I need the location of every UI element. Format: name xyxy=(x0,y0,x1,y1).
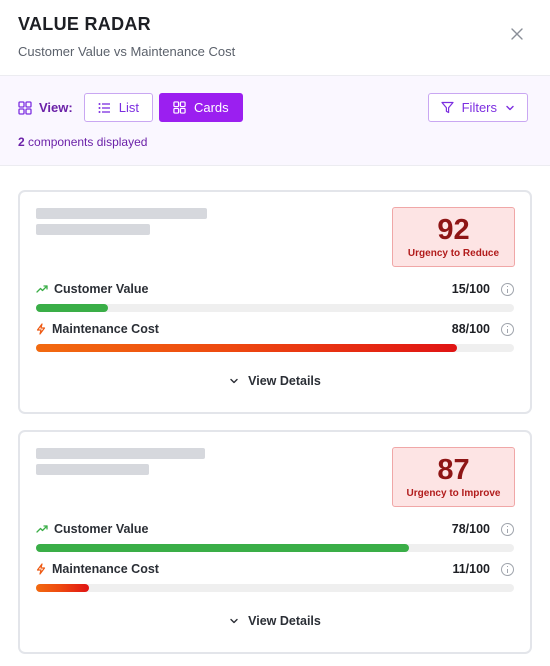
maintenance-cost-bar xyxy=(36,344,514,352)
cards-grid-icon xyxy=(173,101,186,114)
filters-label: Filters xyxy=(461,100,497,115)
view-toolbar: View: List Cards xyxy=(0,76,550,166)
components-count: 2 components displayed xyxy=(18,135,532,149)
urgency-badge: 92 Urgency to Reduce xyxy=(392,207,515,267)
component-name-placeholder xyxy=(36,448,205,459)
chevron-down-icon xyxy=(230,378,238,384)
urgency-label: Urgency to Reduce xyxy=(407,248,500,259)
component-name-placeholder xyxy=(36,208,207,219)
customer-value-fill xyxy=(36,304,108,312)
grid-icon xyxy=(18,100,32,115)
maintenance-cost-label: Maintenance Cost xyxy=(52,562,159,576)
customer-value-metric: Customer Value 78/100 xyxy=(36,521,514,552)
customer-value-label: Customer Value xyxy=(54,282,149,296)
info-icon[interactable] xyxy=(501,562,514,576)
view-details-button[interactable]: View Details xyxy=(20,614,530,628)
panel-header: VALUE RADAR Customer Value vs Maintenanc… xyxy=(0,0,550,76)
panel-subtitle: Customer Value vs Maintenance Cost xyxy=(18,44,236,59)
filter-icon xyxy=(441,101,454,114)
close-button[interactable] xyxy=(510,27,524,41)
trending-up-icon xyxy=(36,285,48,293)
chevron-down-icon xyxy=(230,618,238,624)
cards-view-label: Cards xyxy=(193,100,229,115)
urgency-score: 92 xyxy=(437,214,470,246)
trending-up-icon xyxy=(36,525,48,533)
list-icon xyxy=(98,102,110,113)
urgency-label: Urgency to Improve xyxy=(406,488,501,499)
view-label: View: xyxy=(39,100,73,115)
list-view-button[interactable]: List xyxy=(83,93,153,122)
lightning-icon xyxy=(36,323,46,335)
maintenance-cost-fill xyxy=(36,344,457,352)
info-icon[interactable] xyxy=(501,322,514,336)
panel-title: VALUE RADAR xyxy=(18,14,151,34)
cards-view-button[interactable]: Cards xyxy=(158,93,243,122)
urgency-score: 87 xyxy=(437,454,470,486)
filters-button[interactable]: Filters xyxy=(427,93,528,122)
lightning-icon xyxy=(36,563,46,575)
customer-value-label: Customer Value xyxy=(54,522,149,536)
maintenance-cost-score: 11/100 xyxy=(452,562,490,576)
customer-value-score: 15/100 xyxy=(451,282,490,296)
view-details-label: View Details xyxy=(248,374,321,388)
components-count-number: 2 xyxy=(18,135,25,149)
maintenance-cost-bar xyxy=(36,584,514,592)
list-view-label: List xyxy=(118,100,139,115)
component-card: 92 Urgency to Reduce Customer Value 15/1… xyxy=(18,190,532,414)
info-icon[interactable] xyxy=(501,282,514,296)
customer-value-score: 78/100 xyxy=(451,522,490,536)
maintenance-cost-metric: Maintenance Cost 11/100 xyxy=(36,561,514,592)
customer-value-metric: Customer Value 15/100 xyxy=(36,281,514,312)
component-meta-placeholder xyxy=(36,224,150,235)
component-card: 87 Urgency to Improve Customer Value 78/… xyxy=(18,430,532,654)
maintenance-cost-label: Maintenance Cost xyxy=(52,322,159,336)
view-label-group: View: xyxy=(18,100,73,115)
customer-value-fill xyxy=(36,544,409,552)
view-details-label: View Details xyxy=(248,614,321,628)
maintenance-cost-metric: Maintenance Cost 88/100 xyxy=(36,321,514,352)
info-icon[interactable] xyxy=(501,522,514,536)
chevron-down-icon xyxy=(506,105,514,110)
component-card-list: 92 Urgency to Reduce Customer Value 15/1… xyxy=(0,166,550,654)
customer-value-bar xyxy=(36,544,514,552)
view-details-button[interactable]: View Details xyxy=(20,374,530,388)
maintenance-cost-score: 88/100 xyxy=(451,322,490,336)
close-icon xyxy=(511,28,523,40)
component-meta-placeholder xyxy=(36,464,149,475)
customer-value-bar xyxy=(36,304,514,312)
components-count-text: components displayed xyxy=(24,135,148,149)
urgency-badge: 87 Urgency to Improve xyxy=(392,447,515,507)
maintenance-cost-fill xyxy=(36,584,89,592)
